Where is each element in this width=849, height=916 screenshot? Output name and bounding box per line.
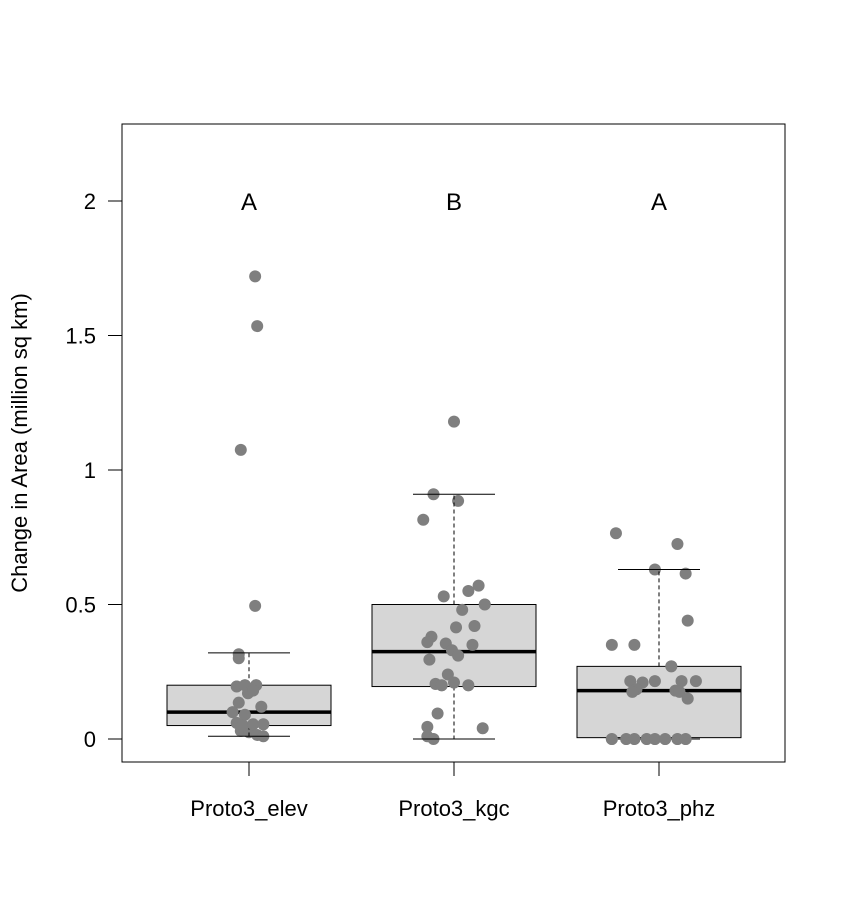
y-tick-label: 1 (84, 458, 96, 483)
data-point (452, 494, 465, 507)
y-tick-label: 0 (84, 727, 96, 752)
data-point (605, 733, 618, 745)
data-point (226, 706, 239, 719)
data-point (238, 708, 251, 721)
data-point (249, 270, 262, 283)
box-Proto3_phz (576, 569, 742, 740)
data-point (450, 621, 463, 634)
data-point (423, 653, 436, 666)
data-point (671, 537, 684, 550)
data-point (456, 603, 469, 616)
y-tick-label: 1.5 (65, 324, 96, 349)
data-point (665, 660, 678, 673)
y-axis: 0 0.5 1 1.5 2 (65, 189, 122, 752)
plot-frame (121, 123, 786, 763)
data-point (251, 320, 264, 333)
data-point (437, 590, 450, 603)
group-letter: B (446, 189, 462, 216)
boxes-layer (166, 493, 742, 740)
data-point (659, 733, 672, 745)
x-axis: Proto3_elev Proto3_kgc Proto3_phz (190, 762, 715, 821)
data-point (679, 567, 692, 580)
data-point (605, 638, 618, 651)
data-point (681, 692, 694, 705)
data-point (648, 675, 661, 688)
data-point (671, 733, 684, 745)
data-point (681, 614, 694, 627)
data-point (247, 718, 260, 731)
data-point (648, 733, 661, 745)
y-axis-title: Change in Area (million sq km) (7, 293, 32, 593)
data-point (476, 722, 489, 735)
data-point (675, 675, 688, 688)
data-point (417, 513, 430, 526)
group-letter: A (651, 189, 667, 216)
data-point (448, 676, 460, 689)
data-point (689, 675, 702, 688)
data-point (628, 638, 641, 651)
data-point (431, 707, 444, 720)
data-point (421, 720, 434, 733)
data-point (247, 684, 260, 697)
data-point (462, 585, 475, 598)
data-point (232, 652, 245, 665)
data-point (478, 598, 491, 611)
data-point (234, 443, 247, 456)
data-point (628, 733, 641, 745)
box-Proto3_kgc (371, 493, 537, 740)
data-point (448, 415, 460, 428)
data-point (462, 679, 475, 692)
data-point (435, 679, 448, 692)
data-point (236, 719, 249, 732)
y-tick-label: 2 (84, 189, 96, 214)
data-point (249, 599, 262, 612)
y-tick-label: 0.5 (65, 593, 96, 618)
data-point (609, 527, 622, 540)
data-point (257, 718, 270, 731)
data-point (679, 733, 692, 745)
x-tick-label: Proto3_elev (190, 796, 307, 821)
data-point (620, 733, 633, 745)
data-point (472, 579, 485, 592)
group-letter: A (241, 189, 257, 216)
data-point (421, 636, 434, 649)
data-point (673, 685, 686, 698)
x-tick-label: Proto3_phz (603, 796, 716, 821)
data-point (255, 700, 268, 713)
data-point (466, 638, 479, 651)
data-point (452, 649, 465, 662)
data-point (232, 696, 245, 709)
data-point (468, 620, 481, 633)
data-point (640, 733, 653, 745)
data-point (626, 685, 639, 698)
x-tick-label: Proto3_kgc (398, 796, 509, 821)
